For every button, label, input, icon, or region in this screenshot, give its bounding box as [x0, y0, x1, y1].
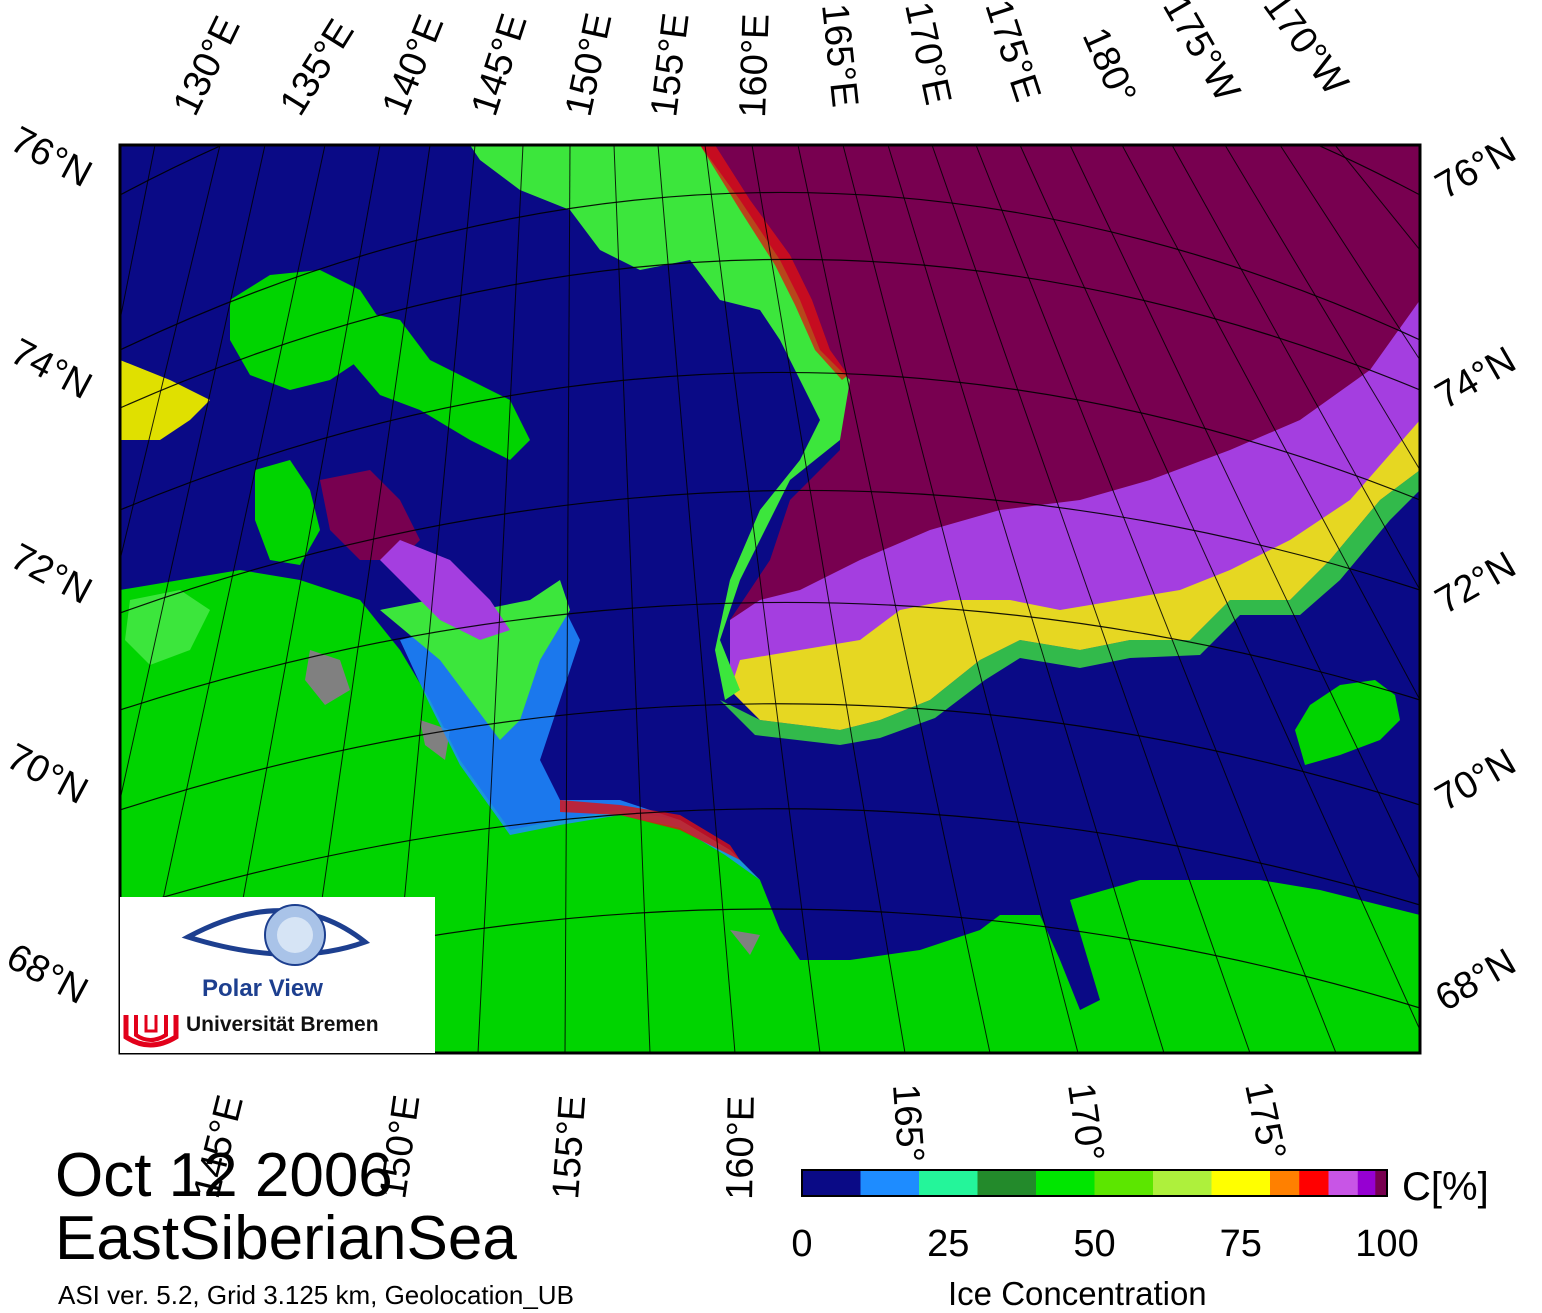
region-title: EastSiberianSea — [55, 1204, 517, 1273]
top-lon-label: 145°E — [464, 9, 536, 121]
colorbar-segment — [1328, 1170, 1359, 1196]
right-lat-label: 70°N — [1429, 741, 1524, 820]
bottom-lon-label: 160°E — [719, 1095, 763, 1200]
logo-org: Universität Bremen — [186, 1013, 379, 1036]
colorbar-segments — [802, 1170, 1388, 1196]
right-lat-label: 72°N — [1429, 544, 1524, 623]
land-ice-patch — [305, 650, 350, 705]
colorbar-segment — [802, 1170, 861, 1196]
land-mainland — [120, 570, 1420, 1053]
marginal-ice-green — [720, 470, 1420, 745]
ice-edge-north-red — [700, 145, 848, 380]
top-lon-label: 175°E — [976, 0, 1048, 107]
top-lon-label: 160°E — [732, 13, 778, 118]
land-bolshoy-lyakhovsky — [255, 460, 320, 565]
colorbar-segment — [1153, 1170, 1212, 1196]
land-ice-patch — [730, 930, 760, 955]
ice-west-small — [125, 590, 210, 665]
right-lat-label: 68°N — [1429, 941, 1524, 1020]
colorbar-tick-label: 75 — [1220, 1223, 1262, 1265]
left-lat-label: 76°N — [4, 119, 99, 196]
left-lat-label: 68°N — [0, 936, 94, 1013]
top-lon-labels: 130°E 135°E 140°E 145°E 150°E 155°E 160°… — [165, 0, 1356, 123]
land-kotelny-island — [230, 270, 380, 390]
ice-edge-north — [470, 145, 850, 700]
left-lat-labels: 76°N 74°N 72°N 70°N 68°N — [0, 119, 98, 1013]
date-title: Oct 12 2006 — [55, 1141, 393, 1210]
coastal-ice-green — [380, 580, 570, 740]
bottom-lon-label: 170° — [1059, 1080, 1112, 1164]
top-lon-label: 170°E — [896, 0, 959, 109]
right-lat-label: 76°N — [1429, 129, 1524, 208]
colorbar-segment — [977, 1170, 1037, 1196]
marginal-ice-yellow — [730, 420, 1420, 730]
eye-icon — [123, 904, 371, 1048]
uni-bremen-icon — [123, 1015, 179, 1048]
colorbar-segment — [1211, 1170, 1271, 1196]
colorbar-tick-label: 100 — [1355, 1223, 1418, 1265]
colorbar-segment — [1036, 1170, 1095, 1196]
top-lon-label: 155°E — [643, 11, 697, 119]
top-lon-label: 135°E — [272, 12, 363, 122]
top-lon-label: 175°W — [1154, 0, 1248, 109]
colorbar-unit: C[%] — [1402, 1165, 1489, 1209]
colorbar-segment — [1270, 1170, 1300, 1196]
colorbar-frame — [801, 1169, 1388, 1197]
top-lon-label: 165°E — [813, 2, 866, 110]
bottom-lon-label: 175° — [1236, 1078, 1293, 1164]
bottom-lon-label: 155°E — [545, 1094, 594, 1201]
ice-west-edge — [120, 360, 210, 440]
colorbar-segment — [1357, 1170, 1376, 1196]
logo-name: Polar View — [202, 975, 323, 1002]
colorbar-tick-label: 50 — [1073, 1223, 1115, 1265]
bottom-lon-label: 165° — [884, 1083, 931, 1164]
left-lat-label: 72°N — [4, 536, 99, 613]
right-lat-labels: 76°N 74°N 72°N 70°N 68°N — [1429, 129, 1524, 1020]
map-content — [120, 145, 1420, 1053]
map-frame — [118, 143, 1422, 1055]
colorbar-segment — [860, 1170, 920, 1196]
land-wrangel-island — [1295, 680, 1400, 765]
graticule — [120, 145, 1420, 1009]
top-lon-label: 140°E — [374, 9, 452, 121]
colorbar-title: Ice Concentration — [948, 1275, 1207, 1312]
colorbar-segment — [1299, 1170, 1329, 1196]
ice-near-lyakhovsky — [320, 470, 420, 560]
colorbar-tick-label: 0 — [791, 1223, 812, 1265]
colorbar-segment — [1094, 1170, 1154, 1196]
left-lat-label: 74°N — [4, 331, 99, 408]
colorbar-segment — [919, 1170, 978, 1196]
polar-view-logo: Polar View Universität Bremen — [120, 897, 435, 1053]
top-lon-label: 170°W — [1255, 0, 1356, 103]
top-lon-label: 180° — [1074, 22, 1144, 111]
ice-near-lyakhovsky-purple — [380, 540, 510, 640]
algorithm-info: ASI ver. 5.2, Grid 3.125 km, Geolocation… — [58, 1280, 574, 1310]
colorbar-ticks: 0 25 50 75 100 — [791, 1223, 1418, 1265]
land-island-east — [350, 310, 530, 460]
top-lon-label: 130°E — [165, 10, 248, 122]
right-lat-label: 74°N — [1429, 339, 1524, 418]
colorbar-segment — [1375, 1170, 1388, 1196]
top-lon-label: 150°E — [558, 9, 621, 119]
left-lat-label: 70°N — [0, 736, 94, 813]
colorbar: 0 25 50 75 100 — [791, 1169, 1419, 1265]
colorbar-tick-label: 25 — [927, 1223, 969, 1265]
